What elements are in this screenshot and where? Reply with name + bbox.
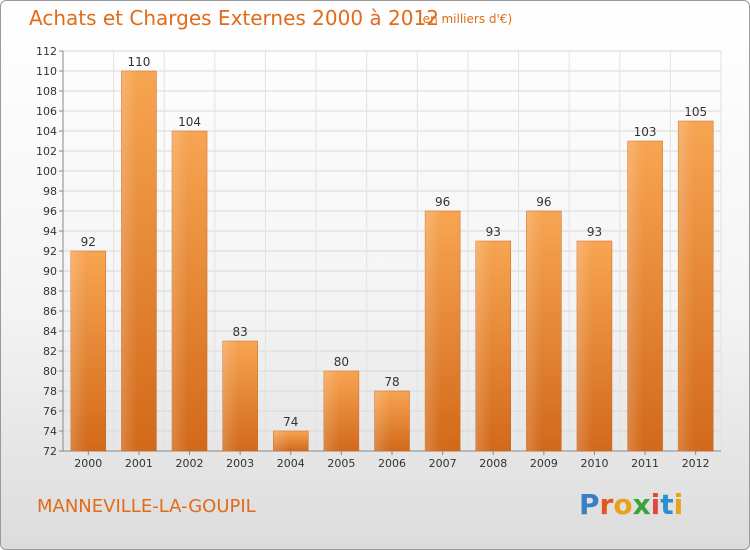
logo-letter: P bbox=[579, 488, 600, 521]
x-tick-label-2002: 2002 bbox=[176, 457, 204, 470]
data-label-2012: 105 bbox=[684, 105, 707, 119]
y-tick-label: 100 bbox=[36, 165, 57, 178]
bar-highlight-2004 bbox=[273, 431, 290, 451]
x-tick-label-2006: 2006 bbox=[378, 457, 406, 470]
bar-highlight-2003 bbox=[222, 341, 239, 451]
logo-letter: i bbox=[650, 488, 661, 521]
bar-highlight-2011 bbox=[627, 141, 644, 451]
bar-highlight-2000 bbox=[70, 251, 87, 451]
proxiti-logo: Proxiti bbox=[579, 488, 683, 521]
bar-highlight-2002 bbox=[172, 131, 188, 451]
bar-highlight-2009 bbox=[526, 211, 543, 451]
y-tick-label: 102 bbox=[36, 145, 57, 158]
data-label-2005: 80 bbox=[334, 355, 349, 369]
bar-highlight-2005 bbox=[323, 371, 340, 451]
y-tick-label: 72 bbox=[43, 445, 57, 458]
data-label-2001: 110 bbox=[127, 55, 150, 69]
y-tick-label: 98 bbox=[43, 185, 57, 198]
y-tick-label: 92 bbox=[43, 245, 57, 258]
x-tick-label-2011: 2011 bbox=[631, 457, 659, 470]
x-tick-label-2008: 2008 bbox=[479, 457, 507, 470]
y-tick-label: 80 bbox=[43, 365, 57, 378]
y-tick-label: 110 bbox=[36, 65, 57, 78]
chart-unit-note: (en milliers d'€) bbox=[418, 12, 513, 26]
data-label-2011: 103 bbox=[634, 125, 657, 139]
x-tick-label-2009: 2009 bbox=[530, 457, 558, 470]
y-tick-label: 82 bbox=[43, 345, 57, 358]
logo-letter: x bbox=[632, 488, 651, 521]
y-tick-label: 106 bbox=[36, 105, 57, 118]
data-label-2009: 96 bbox=[536, 195, 551, 209]
logo-letter: t bbox=[660, 488, 674, 521]
bars bbox=[70, 70, 714, 452]
data-label-2010: 93 bbox=[587, 225, 602, 239]
y-tick-label: 94 bbox=[43, 225, 57, 238]
data-label-2003: 83 bbox=[233, 325, 248, 339]
x-tick-label-2007: 2007 bbox=[429, 457, 457, 470]
x-tick-label-2012: 2012 bbox=[682, 457, 710, 470]
data-labels: 92 110 104 83 74 80 78 96 93 96 93 103 105 bbox=[81, 55, 707, 429]
logo-letter: o bbox=[613, 488, 633, 521]
y-tick-label: 96 bbox=[43, 205, 57, 218]
x-tick-label-2003: 2003 bbox=[226, 457, 254, 470]
bar-highlight-2010 bbox=[576, 241, 593, 451]
x-tick-label-2010: 2010 bbox=[580, 457, 608, 470]
x-tick-label-2001: 2001 bbox=[125, 457, 153, 470]
y-tick-label: 84 bbox=[43, 325, 57, 338]
bar-highlight-2001 bbox=[121, 71, 138, 451]
chart-title: Achats et Charges Externes 2000 à 2012 bbox=[29, 6, 439, 30]
data-label-2002: 104 bbox=[178, 115, 201, 129]
x-axis: 2000 2001 2002 2003 2004 2005 2006 2007 2008 2009… bbox=[74, 451, 710, 470]
logo-letter: r bbox=[599, 488, 614, 521]
x-tick-label-2000: 2000 bbox=[74, 457, 102, 470]
data-label-2000: 92 bbox=[81, 235, 96, 249]
y-tick-label: 88 bbox=[43, 285, 57, 298]
bar-highlight-2006 bbox=[374, 391, 391, 451]
x-tick-label-2004: 2004 bbox=[277, 457, 305, 470]
data-label-2006: 78 bbox=[384, 375, 399, 389]
bar-highlight-2008 bbox=[475, 241, 492, 451]
y-tick-label: 104 bbox=[36, 125, 57, 138]
data-label-2007: 96 bbox=[435, 195, 450, 209]
bar-highlight-2012 bbox=[678, 121, 694, 451]
y-tick-label: 86 bbox=[43, 305, 57, 318]
y-tick-label: 108 bbox=[36, 85, 57, 98]
y-tick-label: 74 bbox=[43, 425, 57, 438]
y-tick-label: 112 bbox=[36, 45, 57, 58]
y-tick-label: 90 bbox=[43, 265, 57, 278]
logo-letter: i bbox=[673, 488, 684, 521]
bar-highlight-2007 bbox=[425, 211, 441, 451]
data-label-2008: 93 bbox=[486, 225, 501, 239]
y-tick-label: 78 bbox=[43, 385, 57, 398]
data-label-2004: 74 bbox=[283, 415, 298, 429]
x-tick-label-2005: 2005 bbox=[327, 457, 355, 470]
y-tick-label: 76 bbox=[43, 405, 57, 418]
commune-name: MANNEVILLE-LA-GOUPIL bbox=[37, 496, 256, 517]
